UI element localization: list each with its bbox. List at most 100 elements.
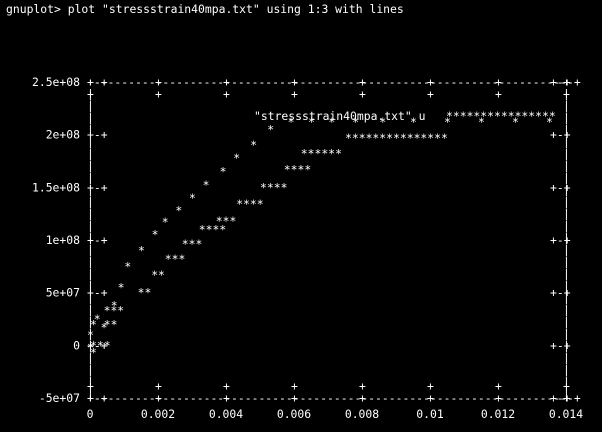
data-point: * (478, 115, 485, 129)
border-top: +---------------------------------------… (87, 75, 581, 89)
data-run: *** (90, 338, 111, 352)
border-right-segment: | (563, 363, 570, 377)
border-right-segment: | (563, 339, 570, 353)
x-tick-mark-bottom: + (495, 391, 502, 405)
y-tick-mark-right: +-+ (550, 75, 571, 89)
data-point: * (233, 151, 240, 165)
y-tick-mark-left: +-+ (87, 286, 108, 300)
x-tick-mark-top-inner: + (291, 87, 298, 101)
data-point: * (379, 115, 386, 129)
y-tick-mark-right: +-+ (550, 180, 571, 194)
x-tick-label: 0.014 (549, 407, 583, 421)
data-point: * (444, 115, 451, 129)
border-left-segment: | (87, 363, 94, 377)
border-left-segment: | (87, 99, 94, 113)
y-axis-ticks: -5e+07 +-+ +-+ 0 +-+ +-+ 5e+07 +-+ +-+ 1e+08 +-+ +-… (32, 75, 571, 405)
x-tick-mark-bottom-inner: + (427, 379, 434, 393)
border-right-segment: | (563, 327, 570, 341)
y-tick-label: -5e+07 (39, 391, 80, 405)
border-right-segment: | (563, 255, 570, 269)
border-right-segment: | (563, 387, 570, 401)
border-left-segment: | (87, 375, 94, 389)
data-run: *** (182, 237, 203, 251)
x-tick-mark-bottom: + (155, 391, 162, 405)
x-tick-mark-bottom-inner: + (495, 379, 502, 393)
data-point: * (203, 178, 210, 192)
border-left-segment: | (87, 267, 94, 281)
data-run: *** (165, 252, 186, 266)
y-tick-label: 0 (73, 338, 80, 352)
x-tick-mark-bottom-inner: + (291, 379, 298, 393)
border-left-segment: | (87, 315, 94, 329)
x-tick-mark-top-inner: + (87, 87, 94, 101)
border-right-segment: | (563, 135, 570, 149)
data-point: * (189, 191, 196, 205)
data-run: *** (104, 304, 125, 318)
data-run: * ** (90, 317, 117, 331)
border-right-segment: | (563, 195, 570, 209)
data-run: **** (284, 162, 311, 176)
y-tick-mark-right: +-+ (550, 338, 571, 352)
x-tick-label: 0.002 (141, 407, 175, 421)
data-point: * (308, 115, 315, 129)
border-left-segment: | (87, 219, 94, 233)
data-run: *** (216, 214, 237, 228)
x-tick-mark-bottom: + (563, 391, 570, 405)
border-left-segment: | (87, 327, 94, 341)
data-run: **** (199, 222, 226, 236)
border-right-segment: | (563, 171, 570, 185)
data-point: * (267, 122, 274, 136)
x-tick-mark-top-inner: + (427, 87, 434, 101)
x-tick-mark-bottom: + (291, 391, 298, 405)
border-left-segment: | (87, 87, 94, 101)
border-right-segment: | (563, 231, 570, 245)
data-point: * (118, 280, 125, 294)
data-point: * (152, 228, 159, 242)
data-point: * (87, 328, 94, 342)
data-run: ** (138, 286, 152, 300)
x-tick-mark-top: + (427, 75, 434, 89)
border-right-segment: | (563, 279, 570, 293)
border-right-segment: | (563, 87, 570, 101)
y-tick-mark-left: +-+ (87, 391, 108, 405)
border-right-segment: | (563, 351, 570, 365)
border-left-segment: | (87, 291, 94, 305)
data-point: * (175, 204, 182, 218)
x-tick-mark-top: + (563, 75, 570, 89)
x-tick-mark-bottom-inner: + (563, 379, 570, 393)
data-point: * (288, 115, 295, 129)
y-tick-mark-right: +-+ (550, 286, 571, 300)
data-point: * (101, 320, 108, 334)
x-tick-mark-top-inner: + (155, 87, 162, 101)
border-right-segment: | (563, 303, 570, 317)
x-tick-mark-bottom-inner: + (223, 379, 230, 393)
data-run: ** (151, 268, 165, 282)
x-tick-label: 0 (87, 407, 94, 421)
data-point: * (352, 115, 359, 129)
x-tick-mark-bottom: + (359, 391, 366, 405)
y-tick-mark-left: +-+ (87, 128, 108, 142)
x-tick-mark-top: + (87, 75, 94, 89)
data-point: * (250, 138, 257, 152)
x-tick-label: 0.012 (481, 407, 515, 421)
x-tick-mark-top-inner: + (359, 87, 366, 101)
border-left-segment: | (87, 231, 94, 245)
x-tick-label: 0.006 (277, 407, 311, 421)
x-tick-mark-bottom-inner: + (359, 379, 366, 393)
x-tick-mark-top: + (495, 75, 502, 89)
data-run: **** (260, 180, 287, 194)
x-tick-mark-bottom-inner: + (87, 379, 94, 393)
data-run: * (90, 346, 97, 360)
border-left-segment: | (87, 135, 94, 149)
y-tick-mark-left: +-+ (87, 75, 108, 89)
x-tick-mark-top-inner: + (563, 87, 570, 101)
x-axis-ticks: 0 0.002 0.004 0.006 0.008 0.01 0.012 0.014 (87, 407, 584, 421)
border-left-segment: | (87, 255, 94, 269)
border-left-segment: | (87, 207, 94, 221)
command-text: gnuplot> plot "stressstrain40mpa.txt" us… (6, 2, 404, 16)
x-tick-mark-bottom: + (427, 391, 434, 405)
data-point: * (124, 259, 131, 273)
y-tick-mark-left: +-+ (87, 233, 108, 247)
y-tick-mark-left: +-+ (87, 338, 108, 352)
